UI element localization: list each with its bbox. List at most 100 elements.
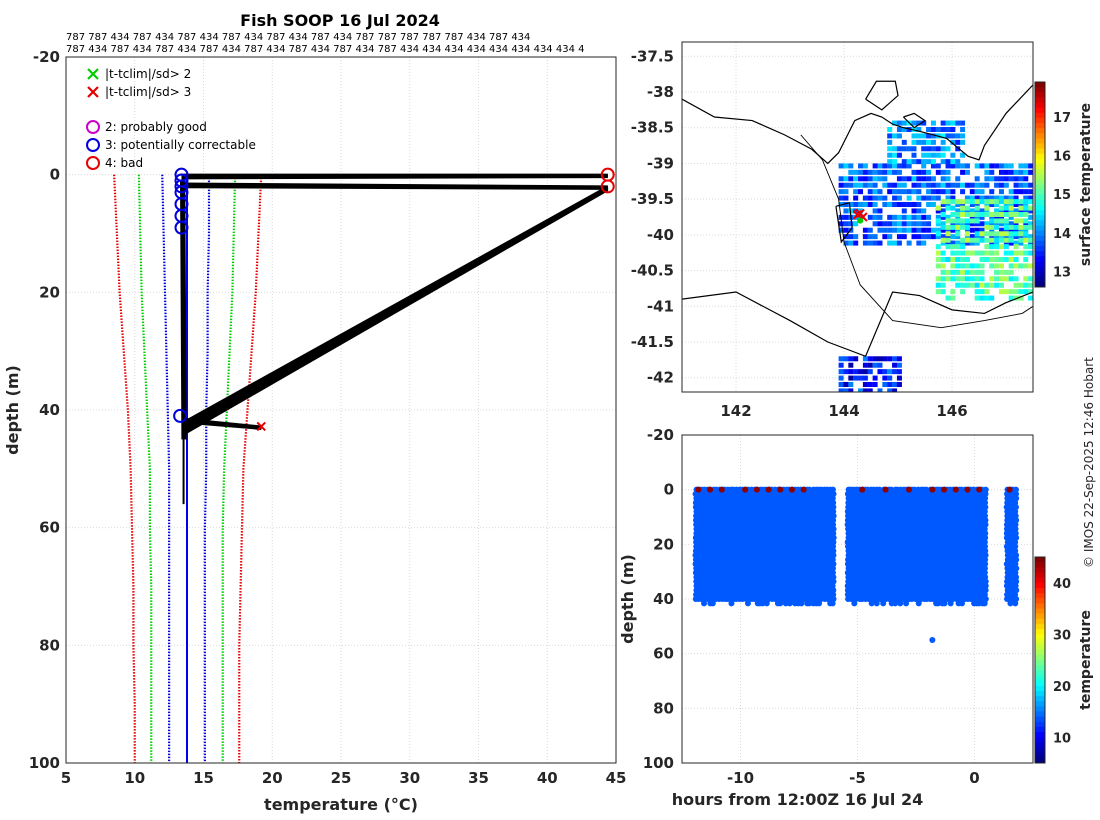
sst-cell <box>926 227 932 233</box>
sst-cell <box>960 237 966 243</box>
sst-cell <box>867 182 873 188</box>
ts-data-point <box>982 517 989 524</box>
sst-cell <box>921 195 927 201</box>
ts-data-point <box>1012 508 1019 515</box>
profile-ytick-label: 60 <box>39 519 60 537</box>
sst-cell <box>974 195 980 201</box>
legend-marker-circle <box>86 120 100 134</box>
sst-cell <box>1023 221 1029 227</box>
ts-data-point <box>1012 600 1019 607</box>
sst-cell <box>1018 182 1024 188</box>
sst-cell <box>1003 163 1009 169</box>
sst-cell <box>1023 231 1029 237</box>
sst-cell <box>955 224 961 230</box>
sst-cell <box>969 195 975 201</box>
sst-cell <box>1028 195 1033 201</box>
ts-spike-point <box>742 486 749 493</box>
sst-cell <box>984 224 990 230</box>
map-colorbar-segment <box>1035 92 1045 98</box>
sst-cell <box>998 237 1004 243</box>
sst-cell <box>1003 195 1009 201</box>
sst-cell <box>974 227 980 233</box>
sst-cell <box>945 163 951 169</box>
map-colorbar-label: surface temperature <box>1078 103 1094 266</box>
sst-cell <box>1028 237 1033 243</box>
sst-cell <box>969 218 975 224</box>
sst-cell <box>930 159 936 165</box>
sst-cell <box>935 214 941 220</box>
ts-colorbar-tick-label: 10 <box>1053 731 1071 746</box>
sst-cell <box>998 231 1004 237</box>
sst-cell <box>1018 176 1024 182</box>
sst-cell <box>940 139 946 145</box>
sst-cell <box>862 240 868 246</box>
map-ytick-label: -41 <box>647 297 674 315</box>
sst-cell <box>848 202 854 207</box>
sst-cell <box>877 240 883 246</box>
sst-cell <box>960 269 966 275</box>
fleet-id-row-1: 787 787 434 787 434 787 434 787 434 787 … <box>66 32 530 43</box>
sst-cell <box>838 382 844 387</box>
sst-cell <box>877 227 883 233</box>
sst-cell <box>955 133 961 139</box>
sst-cell <box>979 231 985 237</box>
sst-cell <box>916 214 922 220</box>
sst-cell <box>901 214 907 220</box>
sst-cell <box>921 182 927 188</box>
map-colorbar-segment <box>1035 97 1045 103</box>
sst-cell <box>945 295 951 301</box>
map-colorbar-segment <box>1035 117 1045 124</box>
ts-data-point <box>982 561 989 568</box>
sst-cell <box>1008 208 1014 214</box>
sst-cell <box>964 276 970 282</box>
sst-cell <box>1018 169 1024 175</box>
sst-cell <box>1023 276 1029 282</box>
sst-cell <box>862 202 868 207</box>
sst-cell <box>926 152 932 158</box>
sst-cell <box>940 189 946 195</box>
sst-cell <box>974 208 980 214</box>
sst-cell <box>877 163 883 169</box>
map-colorbar-segment <box>1035 184 1045 191</box>
sst-cell <box>1023 199 1029 205</box>
sst-cell <box>960 263 966 269</box>
sst-cell <box>989 227 995 233</box>
sst-cell <box>1018 263 1024 269</box>
sst-cell <box>940 227 946 233</box>
sst-cell <box>901 163 907 169</box>
sst-cell <box>984 199 990 205</box>
sst-cell <box>998 182 1004 188</box>
ts-data-point <box>982 495 989 502</box>
sst-cell <box>930 189 936 195</box>
ts-data-point <box>982 582 989 589</box>
ts-colorbar-segment <box>1035 752 1045 759</box>
timeseries-panel: -10 -5 0 -20 0 20 40 60 80 100 hours from 12:00Z 1… <box>618 426 1094 809</box>
sst-cell <box>887 169 893 175</box>
ts-spike-point <box>765 486 772 493</box>
sst-cell <box>882 227 888 233</box>
sst-cell <box>950 205 956 211</box>
ts-colorbar-segment <box>1035 577 1045 584</box>
ts-data-point <box>1012 582 1019 589</box>
sst-cell <box>945 176 951 182</box>
ts-ytick-label: 0 <box>664 481 674 499</box>
sst-cell <box>1023 205 1029 211</box>
sst-cell <box>955 208 961 214</box>
spike-line <box>181 186 608 190</box>
sst-cell <box>994 237 1000 243</box>
sst-cell <box>979 189 985 195</box>
sst-cell <box>1013 227 1019 233</box>
sst-cell <box>945 127 951 132</box>
map-colorbar-segment <box>1035 169 1045 175</box>
sst-cell <box>843 356 849 362</box>
sst-cell <box>960 221 966 227</box>
sst-cell <box>984 202 990 207</box>
ts-data-point <box>982 504 989 511</box>
map-colorbar-tick-label: 14 <box>1053 227 1071 242</box>
sst-cell <box>974 182 980 188</box>
sst-cell <box>935 127 941 132</box>
sst-cell <box>896 356 902 362</box>
sst-cell <box>960 212 966 217</box>
sst-cell <box>979 234 985 240</box>
sst-cell <box>901 127 907 132</box>
